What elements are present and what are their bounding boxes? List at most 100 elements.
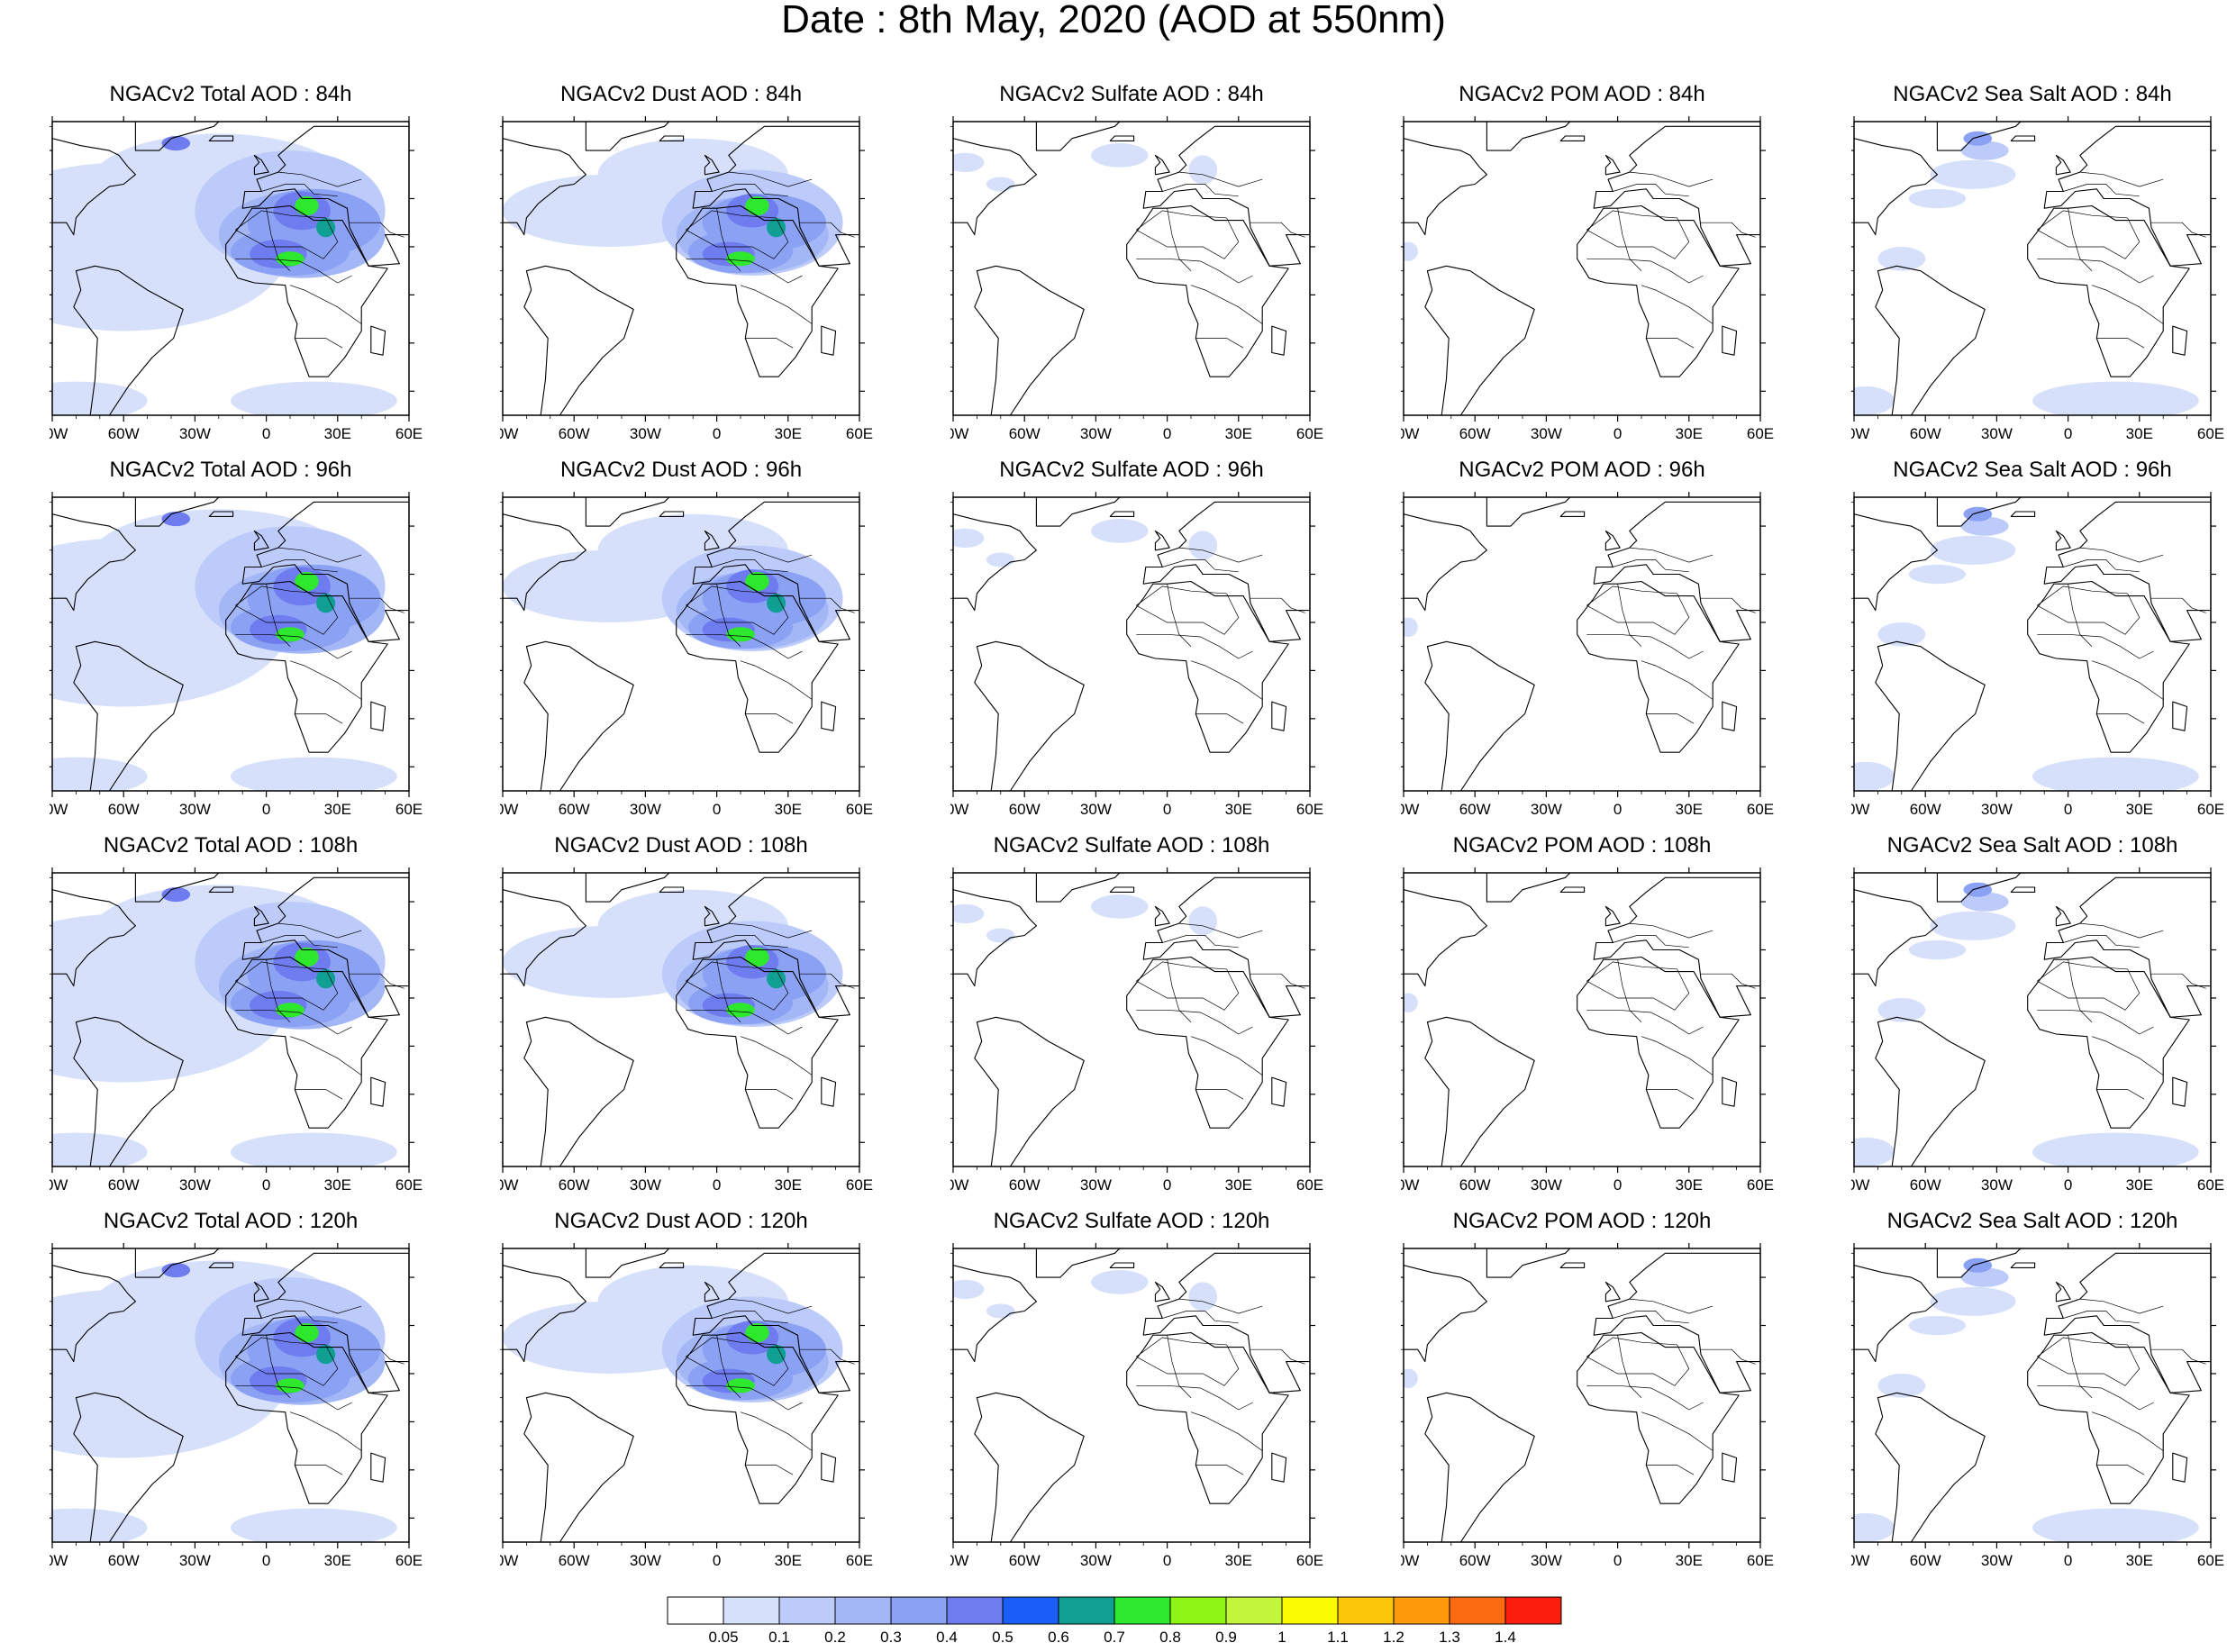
aod-contour <box>1854 761 1895 791</box>
country-border <box>1617 1335 1642 1398</box>
country-border <box>716 959 741 1022</box>
coastline <box>821 1452 837 1483</box>
x-tick-label: 90W <box>50 1552 68 1569</box>
x-tick-label: 0 <box>713 1552 721 1569</box>
coastline <box>1936 122 2022 151</box>
coastline <box>2055 905 2071 927</box>
country-border <box>1167 959 1192 1022</box>
aod-contour <box>1854 386 1895 415</box>
aod-contour <box>1854 1512 1895 1542</box>
x-tick-label: 30E <box>775 425 802 442</box>
colorbar-swatch <box>1337 1596 1395 1625</box>
map-panel: NGACv2 Sea Salt AOD : 120h 90W 60W 30W 0 30E 6… <box>1851 1203 2227 1578</box>
map-area <box>1404 497 1760 791</box>
coastline <box>1404 889 1487 987</box>
map-frame <box>1403 496 1761 792</box>
aod-contour <box>316 593 336 613</box>
coastline <box>1424 640 1535 791</box>
x-tick-label: 60W <box>108 1176 140 1194</box>
panel-title: NGACv2 Dust AOD : 84h <box>560 82 802 106</box>
coastline <box>2043 125 2211 267</box>
country-border <box>1629 547 1713 563</box>
coastline <box>2010 1262 2036 1268</box>
x-tick-label: 30W <box>630 425 661 442</box>
map-frame <box>1403 872 1761 1167</box>
x-tick-label: 0 <box>262 801 270 818</box>
coastline <box>52 889 136 987</box>
x-tick-label: 30W <box>179 801 211 818</box>
panel-title: NGACv2 Dust AOD : 96h <box>560 458 802 482</box>
map-area <box>1404 122 1760 415</box>
country-border <box>1250 597 1305 613</box>
colorbar-swatch <box>1504 1596 1562 1625</box>
x-tick-label: 60E <box>2197 801 2224 818</box>
country-border <box>1162 935 1239 949</box>
country-border <box>1646 713 1695 724</box>
coastline <box>704 154 720 176</box>
coastline <box>2027 580 2190 753</box>
coastline <box>1486 1248 1571 1278</box>
coastline <box>1593 125 1760 267</box>
aod-contour <box>1404 617 1418 637</box>
coastline <box>1486 497 1571 527</box>
country-border <box>712 559 788 573</box>
coastline <box>208 135 234 141</box>
country-border <box>728 922 813 939</box>
x-tick-label: 90W <box>1401 1552 1419 1569</box>
map-panel: NGACv2 Total AOD : 84h90W60W30W030E60E60… <box>50 77 500 451</box>
country-border <box>1701 222 1756 238</box>
aod-contour <box>726 1378 755 1393</box>
aod-contour <box>1877 1373 1926 1398</box>
x-tick-label: 30W <box>1981 1552 2013 1569</box>
map-panel-svg: NGACv2 Sea Salt AOD : 120h 90W 60W 30W 0 30E 6… <box>1851 1209 2224 1569</box>
x-tick-label: 30E <box>324 1176 351 1194</box>
panel-title: NGACv2 Total AOD : 84h <box>109 82 351 106</box>
x-tick-label: 0 <box>1163 1176 1171 1194</box>
map-panel: NGACv2 Sulfate AOD : 84h 90W 60W 30W 0 30E 60E… <box>950 77 1401 451</box>
country-border <box>1178 922 1263 939</box>
aod-contour <box>295 195 319 216</box>
aod-contour <box>767 968 786 989</box>
country-border <box>1178 1298 1263 1314</box>
coastline <box>1604 530 1621 551</box>
coastline <box>1142 501 1310 642</box>
x-tick-label: 60E <box>2197 1552 2224 1569</box>
coastline <box>1271 701 1287 731</box>
aod-contour <box>986 177 1015 192</box>
coastline <box>1936 497 2022 527</box>
colorbar-label: 0.7 <box>1104 1629 1125 1646</box>
x-tick-label: 0 <box>1613 1552 1622 1569</box>
country-border <box>1136 258 1253 284</box>
coastline <box>676 956 839 1129</box>
x-tick-label: 60E <box>846 801 873 818</box>
country-border <box>2068 208 2093 271</box>
x-tick-label: 60E <box>846 1552 873 1569</box>
coastline <box>523 1392 634 1542</box>
aod-contour <box>161 136 191 151</box>
country-border <box>1586 585 1690 635</box>
aod-contour <box>161 1263 191 1278</box>
aod-contour <box>295 1322 319 1343</box>
coastline <box>974 1392 1085 1542</box>
country-border <box>277 547 362 563</box>
map-panel-svg: NGACv2 Total AOD : 108h90W60W30W030E60E6… <box>50 833 423 1194</box>
coastline <box>2043 1252 2211 1393</box>
coastline <box>73 265 184 415</box>
country-border <box>350 1348 404 1365</box>
coastline <box>1854 513 1938 612</box>
country-border <box>2096 1465 2145 1475</box>
x-tick-label: 30W <box>1080 801 1112 818</box>
aod-contour <box>745 571 769 592</box>
x-tick-label: 60E <box>1747 801 1774 818</box>
country-border <box>2068 584 2093 647</box>
country-border <box>1586 210 1690 259</box>
coastline <box>52 1265 136 1363</box>
map-area <box>1404 1248 1760 1542</box>
coastline <box>953 513 1037 612</box>
coastline <box>523 265 634 415</box>
map-frame <box>502 1248 860 1543</box>
aod-contour <box>1877 997 1926 1022</box>
country-border <box>2079 171 2164 187</box>
map-panel-svg: NGACv2 Total AOD : 96h90W60W30W030E60E60… <box>50 458 423 818</box>
coastline <box>1142 125 1310 267</box>
